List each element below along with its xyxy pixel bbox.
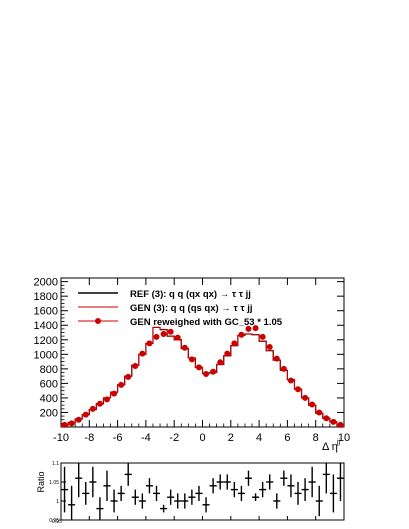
y-tick-label: 200 [40,407,58,419]
reweighed-point [118,381,125,388]
reweighed-point [323,415,330,422]
reweighed-point [295,386,302,393]
ratio-plot-panel: 0.95 1 1.05 1.1 Ratio 0.95 [36,461,345,525]
x-axis-title-superscript: jj [336,439,341,446]
y-tick-label: 2000 [34,277,58,289]
y-tick-label: 1800 [34,291,58,303]
reweighed-point [266,344,273,351]
x-tick-label: -6 [113,432,123,444]
reweighed-point [111,390,118,397]
legend-rw-label: GEN reweighed with GC_53 * 1.05 [130,317,283,328]
reweighed-point [195,364,202,371]
reweighed-point [309,401,316,408]
ratio-y-tick-labels: 0.95 1 1.05 1.1 [49,461,59,524]
x-tick-label: 2 [228,432,234,444]
series-gen-step [60,326,345,427]
legend-gen-label: GEN (3): q q (qs qx) → τ τ jj [130,303,252,314]
x-tick-label: -10 [53,432,69,444]
ratio-y-axis-title: Ratio [36,471,46,492]
ratio-y-tick-label: 1 [56,499,59,505]
main-plot-frame [60,277,345,428]
reweighed-point [252,325,259,332]
series-ref-step [60,326,345,427]
reweighed-point [316,409,323,416]
x-tick-label: 0 [199,432,205,444]
reweighed-point [153,333,160,340]
reweighed-point [96,400,103,407]
ratio-plot-frame [60,462,345,521]
reweighed-point [238,331,245,338]
y-tick-label: 600 [40,378,58,390]
reweighed-point [160,330,167,337]
reweighed-point [217,359,224,366]
reweighed-point [61,421,68,428]
series-reweighed-markers [61,325,344,428]
x-axis-title: Δ η [322,441,338,453]
y-tick-label: 400 [40,393,58,405]
reweighed-point [167,328,174,335]
x-tick-label: -4 [141,432,151,444]
reweighed-point [75,416,82,423]
legend-ref-label: REF (3): q q (qx qx) → τ τ jj [130,289,251,300]
reweighed-point [125,373,132,380]
legend-rw-marker [95,318,101,324]
main-axis-ticks [60,278,345,427]
x-tick-label: 4 [256,432,262,444]
reweighed-point [330,418,337,425]
reweighed-point [181,344,188,351]
reweighed-point [287,377,294,384]
ratio-bottom-label: 0.95 [52,519,62,525]
ratio-y-tick-label: 1.05 [49,480,59,486]
reweighed-point [174,334,181,341]
y-tick-label: 1200 [34,335,58,347]
reweighed-point [302,394,309,401]
reweighed-point [188,356,195,363]
reweighed-point [146,340,153,347]
reweighed-point [259,333,266,340]
reweighed-point [210,368,217,375]
main-y-tick-labels: 200 400 600 800 1000 1200 1400 1600 1800 2000 [34,277,58,420]
x-tick-label: -8 [84,432,94,444]
ref-step-line [60,326,345,427]
ratio-y-tick-label: 0.95 [49,518,59,524]
reweighed-point [224,350,231,357]
reweighed-point [337,421,344,428]
x-tick-label: 8 [313,432,319,444]
reweighed-point [280,365,287,372]
reweighed-point [203,370,210,377]
gen-step-line [60,326,345,427]
ratio-axis-ticks [60,462,345,521]
main-x-tick-labels: -10 -8 -6 -4 -2 0 2 4 6 8 10 [53,432,350,444]
reweighed-point [139,350,146,357]
x-tick-label: -2 [169,432,179,444]
reweighed-point [132,362,139,369]
reweighed-point [82,411,89,418]
reweighed-point [273,355,280,362]
legend: REF (3): q q (qx qx) → τ τ jj GEN (3): q… [78,289,283,328]
ratio-points [61,463,344,520]
reweighed-point [245,325,252,332]
reweighed-point [231,340,238,347]
reweighed-point [68,420,75,427]
y-tick-label: 800 [40,364,58,376]
reweighed-point [103,396,110,403]
y-tick-label: 1000 [34,349,58,361]
reweighed-point [89,405,96,412]
main-plot-panel: 200 400 600 800 1000 1200 1400 1600 1800 2000 -10… [34,277,351,453]
ratio-y-tick-label: 1.1 [52,461,59,467]
y-tick-label: 1400 [34,320,58,332]
x-tick-label: 10 [338,432,350,444]
x-tick-label: 6 [284,432,290,444]
y-tick-label: 1600 [34,306,58,318]
